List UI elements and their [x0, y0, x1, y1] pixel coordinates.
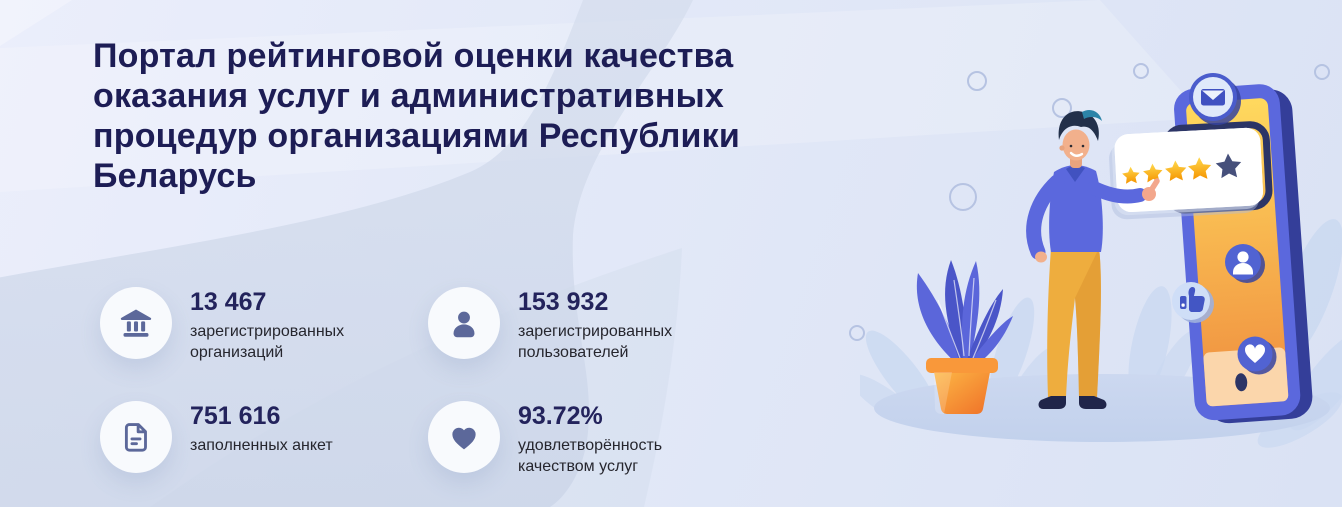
- bank-icon: [100, 287, 172, 359]
- stat-text: 93.72% удовлетворённость качеством услуг: [518, 401, 718, 477]
- man-right-arm: [1087, 181, 1147, 204]
- page-title: Портал рейтинговой оценки качества оказа…: [93, 37, 740, 195]
- user-icon: [428, 287, 500, 359]
- stat-label: удовлетворённость качеством услуг: [518, 437, 663, 475]
- plant-pot: [934, 372, 990, 415]
- mail-icon: [1189, 73, 1241, 125]
- stat-organizations: 13 467 зарегистрированных организаций: [100, 287, 428, 363]
- light-ray-corner: [0, 0, 72, 46]
- man-shoe-right: [1079, 396, 1107, 409]
- user-badge-icon: [1225, 244, 1265, 283]
- stat-text: 751 616 заполненных анкет: [190, 401, 333, 456]
- man-hair: [1058, 111, 1099, 141]
- stat-label: заполненных анкет: [190, 437, 333, 454]
- home-button: [1235, 373, 1248, 392]
- heart-icon: [428, 401, 500, 473]
- stat-value: 153 932: [518, 288, 609, 316]
- decor-circles: [849, 63, 1330, 341]
- stat-forms: 751 616 заполненных анкет: [100, 401, 428, 477]
- stat-value: 751 616: [190, 402, 281, 430]
- stat-label: зарегистрированных пользователей: [518, 323, 673, 361]
- app-badges: [1172, 73, 1277, 375]
- plant: [916, 260, 1013, 415]
- hero-content: Портал рейтинговой оценки качества оказа…: [93, 0, 833, 196]
- man-left-arm: [1026, 174, 1065, 260]
- stat-text: 13 467 зарегистрированных организаций: [190, 287, 390, 363]
- stat-label: зарегистрированных организаций: [190, 323, 345, 361]
- stat-satisfaction: 93.72% удовлетворённость качеством услуг: [428, 401, 820, 477]
- stat-text: 153 932 зарегистрированных пользователей: [518, 287, 718, 363]
- rating-card: [1109, 127, 1264, 220]
- like-icon: [1172, 282, 1214, 323]
- stat-users: 153 932 зарегистрированных пользователей: [428, 287, 820, 363]
- heart-badge-icon: [1237, 336, 1277, 375]
- man-shoe-left: [1038, 396, 1066, 409]
- stat-value: 93.72%: [518, 402, 603, 430]
- man: [1026, 110, 1160, 409]
- background-ribbon: [0, 0, 693, 507]
- rating-illustration: [860, 73, 1342, 448]
- man-face: [1062, 129, 1090, 161]
- stats-grid: 13 467 зарегистрированных организаций 15…: [100, 287, 820, 477]
- stat-value: 13 467: [190, 288, 267, 316]
- document-icon: [100, 401, 172, 473]
